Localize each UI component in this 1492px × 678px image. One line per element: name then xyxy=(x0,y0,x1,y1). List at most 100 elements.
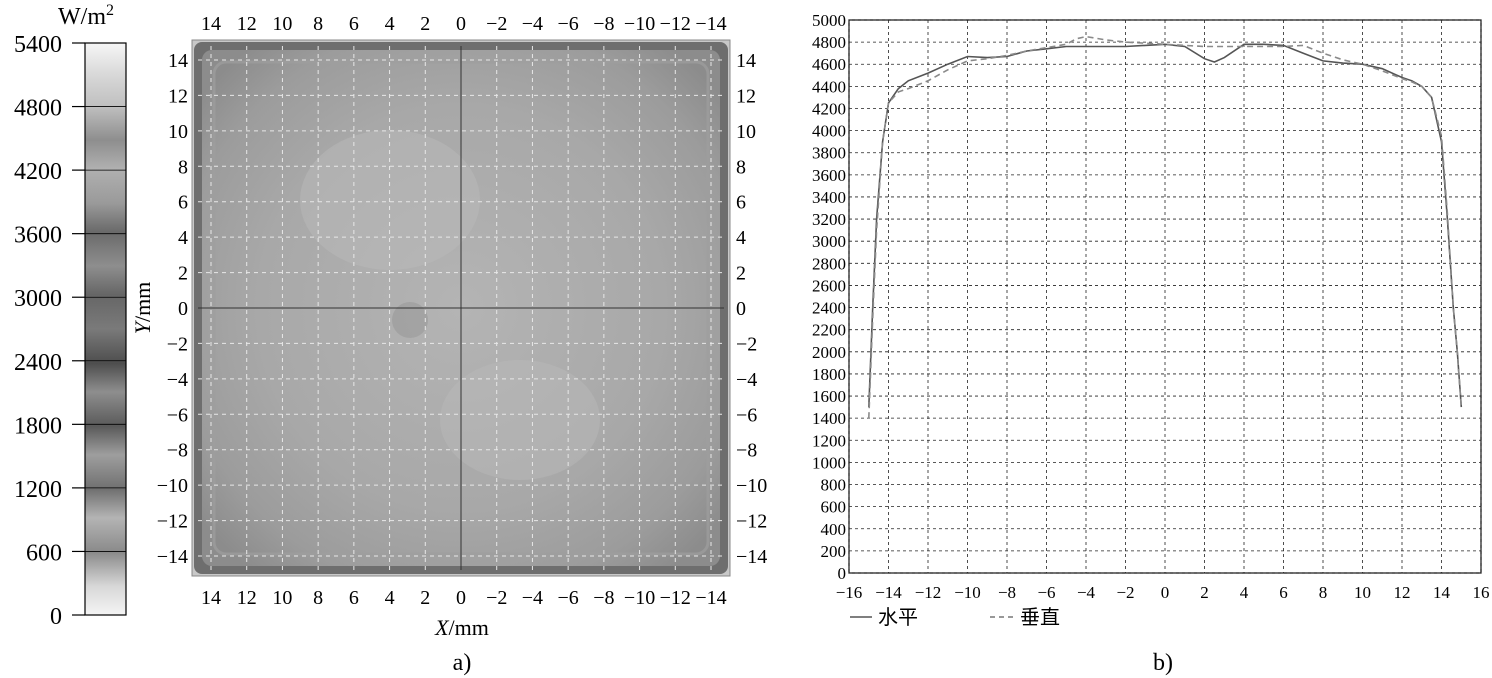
line-chart-y-tick-label: 1000 xyxy=(812,453,846,472)
line-chart-x-tick-label: −6 xyxy=(1037,583,1055,602)
heatmap-x-tick-label-bottom: 12 xyxy=(237,587,257,609)
heatmap-panel: 14 12 10 8 6 4 2 0 −2 −4 −6 −8 −10 −12 −14 14 12 10 8 6 4 2 0… xyxy=(130,13,767,676)
heatmap-y-tick-label-left: 14 xyxy=(168,50,188,72)
line-chart-y-tick-label: 2200 xyxy=(812,321,846,340)
panel-b-caption: b) xyxy=(1153,650,1173,676)
heatmap-y-tick-label-right: 6 xyxy=(736,192,746,214)
line-chart-y-ticks: 5000480046004400420040003800360034003200… xyxy=(812,11,846,583)
line-chart-y-tick-label: 4800 xyxy=(812,33,846,52)
line-chart-y-tick-label: 1200 xyxy=(812,431,846,450)
heatmap-y-tick-label-left: −4 xyxy=(167,369,188,391)
heatmap-x-tick-label-bottom: −14 xyxy=(695,587,726,609)
heatmap-x-tick-label-bottom: −12 xyxy=(660,587,691,609)
heatmap-x-tick-label-top: −14 xyxy=(695,13,726,35)
heatmap-x-tick-label-top: 2 xyxy=(420,13,430,35)
heatmap-x-tick-label-bottom: −8 xyxy=(593,587,614,609)
line-chart-x-tick-label: 4 xyxy=(1240,583,1249,602)
line-chart-y-tick-label: 0 xyxy=(838,564,847,583)
heatmap-x-tick-label-top: 10 xyxy=(272,13,292,35)
colorbar-gradient xyxy=(84,42,127,616)
heatmap-y-tick-label-left: 6 xyxy=(178,192,188,214)
line-chart-y-tick-label: 2600 xyxy=(812,276,846,295)
heatmap-y-tick-label-left: −10 xyxy=(157,475,188,497)
heatmap-x-tick-label-bottom: −4 xyxy=(522,587,543,609)
colorbar-tick-label: 1200 xyxy=(14,477,62,503)
line-chart-x-tick-label: −8 xyxy=(998,583,1016,602)
line-chart-x-tick-label: 16 xyxy=(1473,583,1490,602)
line-chart-y-tick-label: 5000 xyxy=(812,11,846,30)
heatmap-x-axis-label: X/mm xyxy=(434,615,489,640)
line-chart-x-tick-label: 12 xyxy=(1394,583,1411,602)
colorbar-tick-label: 3600 xyxy=(14,223,62,249)
line-chart-y-tick-label: 600 xyxy=(821,498,847,517)
heatmap-x-tick-label-bottom: 4 xyxy=(385,587,395,609)
heatmap-x-tick-label-top: −6 xyxy=(558,13,579,35)
colorbar: W/m2 5400 4800 4200 3600 3000 2400 1800 1200 600… xyxy=(14,2,127,630)
heatmap-x-tick-label-bottom: 8 xyxy=(313,587,323,609)
heatmap-y-tick-label-right: 12 xyxy=(736,85,756,107)
line-chart-y-tick-label: 3800 xyxy=(812,144,846,163)
heatmap-y-tick-label-left: 4 xyxy=(178,227,188,249)
colorbar-tick-label: 600 xyxy=(26,540,62,566)
colorbar-tick-label: 5400 xyxy=(14,32,62,58)
line-chart-x-tick-label: −2 xyxy=(1116,583,1134,602)
heatmap-y-tick-label-right: 4 xyxy=(736,227,746,249)
line-chart-x-tick-label: −4 xyxy=(1077,583,1096,602)
line-chart-y-tick-label: 800 xyxy=(821,476,847,495)
line-chart-y-tick-label: 3000 xyxy=(812,232,846,251)
legend-label-vertical: 垂直 xyxy=(1020,606,1060,629)
heatmap-x-ticks-top: 14 12 10 8 6 4 2 0 −2 −4 −6 −8 −10 −12 −14 xyxy=(201,13,727,35)
panel-a-caption: a) xyxy=(453,650,472,676)
heatmap-x-tick-label-top: 8 xyxy=(313,13,323,35)
heatmap-x-tick-label-top: −12 xyxy=(660,13,691,35)
heatmap-x-tick-label-bottom: 2 xyxy=(420,587,430,609)
colorbar-tick-label: 4200 xyxy=(14,159,62,185)
heatmap-y-tick-label-left: 2 xyxy=(178,263,188,285)
heatmap-y-tick-label-right: −10 xyxy=(736,475,767,497)
heatmap-y-tick-label-left: 8 xyxy=(178,156,188,178)
heatmap-x-tick-label-top: 14 xyxy=(201,13,221,35)
series-line-vertical xyxy=(868,35,1463,419)
line-chart-y-tick-label: 2000 xyxy=(812,343,846,362)
colorbar-tick-label: 3000 xyxy=(14,286,62,312)
line-chart-x-tick-label: 6 xyxy=(1279,583,1288,602)
heatmap-y-tick-label-right: −14 xyxy=(736,546,767,568)
heatmap-coldspot xyxy=(392,302,428,338)
line-chart-x-tick-label: 10 xyxy=(1354,583,1371,602)
colorbar-tick-label: 4800 xyxy=(14,96,62,122)
colorbar-ticks: 5400 4800 4200 3600 3000 2400 1800 1200 600 0 xyxy=(14,32,126,630)
heatmap-x-tick-label-bottom: 0 xyxy=(456,587,466,609)
line-chart-x-tick-label: 2 xyxy=(1200,583,1209,602)
colorbar-unit: W/m2 xyxy=(58,2,114,30)
heatmap-y-ticks-right: 14 12 10 8 6 4 2 0 −2 −4 −6 −8 −10 −12 −14 xyxy=(736,50,767,568)
heatmap-y-tick-label-left: −6 xyxy=(167,404,188,426)
line-chart-panel: 5000480046004400420040003800360034003200… xyxy=(812,11,1490,676)
line-chart-y-tick-label: 3400 xyxy=(812,188,846,207)
line-chart-x-tick-label: 8 xyxy=(1319,583,1328,602)
heatmap-y-tick-label-right: 0 xyxy=(736,298,746,320)
heatmap-y-tick-label-left: −14 xyxy=(157,546,188,568)
line-chart-y-tick-label: 2400 xyxy=(812,299,846,318)
heatmap-x-tick-label-top: −8 xyxy=(593,13,614,35)
line-chart-y-tick-label: 400 xyxy=(821,520,847,539)
heatmap-y-tick-label-left: 10 xyxy=(168,121,188,143)
heatmap-grid xyxy=(198,46,724,570)
heatmap-x-tick-label-top: −4 xyxy=(522,13,543,35)
heatmap-y-tick-label-right: −12 xyxy=(736,511,767,533)
heatmap-x-tick-label-bottom: −6 xyxy=(558,587,579,609)
heatmap-x-tick-label-top: −10 xyxy=(624,13,655,35)
line-chart-x-tick-label: 14 xyxy=(1433,583,1451,602)
line-chart-x-tick-label: −12 xyxy=(915,583,942,602)
line-chart-y-tick-label: 4000 xyxy=(812,122,846,141)
line-chart-series xyxy=(868,35,1463,419)
heatmap-x-tick-label-top: 0 xyxy=(456,13,466,35)
heatmap-x-tick-label-bottom: 10 xyxy=(272,587,292,609)
line-chart-x-tick-label: −14 xyxy=(875,583,902,602)
heatmap-hotspot xyxy=(440,360,600,480)
heatmap-y-tick-label-right: 8 xyxy=(736,156,746,178)
heatmap-y-tick-label-left: −8 xyxy=(167,440,188,462)
heatmap-y-tick-label-right: −8 xyxy=(736,440,757,462)
line-chart-x-tick-label: −16 xyxy=(836,583,863,602)
line-chart-y-tick-label: 3200 xyxy=(812,210,846,229)
